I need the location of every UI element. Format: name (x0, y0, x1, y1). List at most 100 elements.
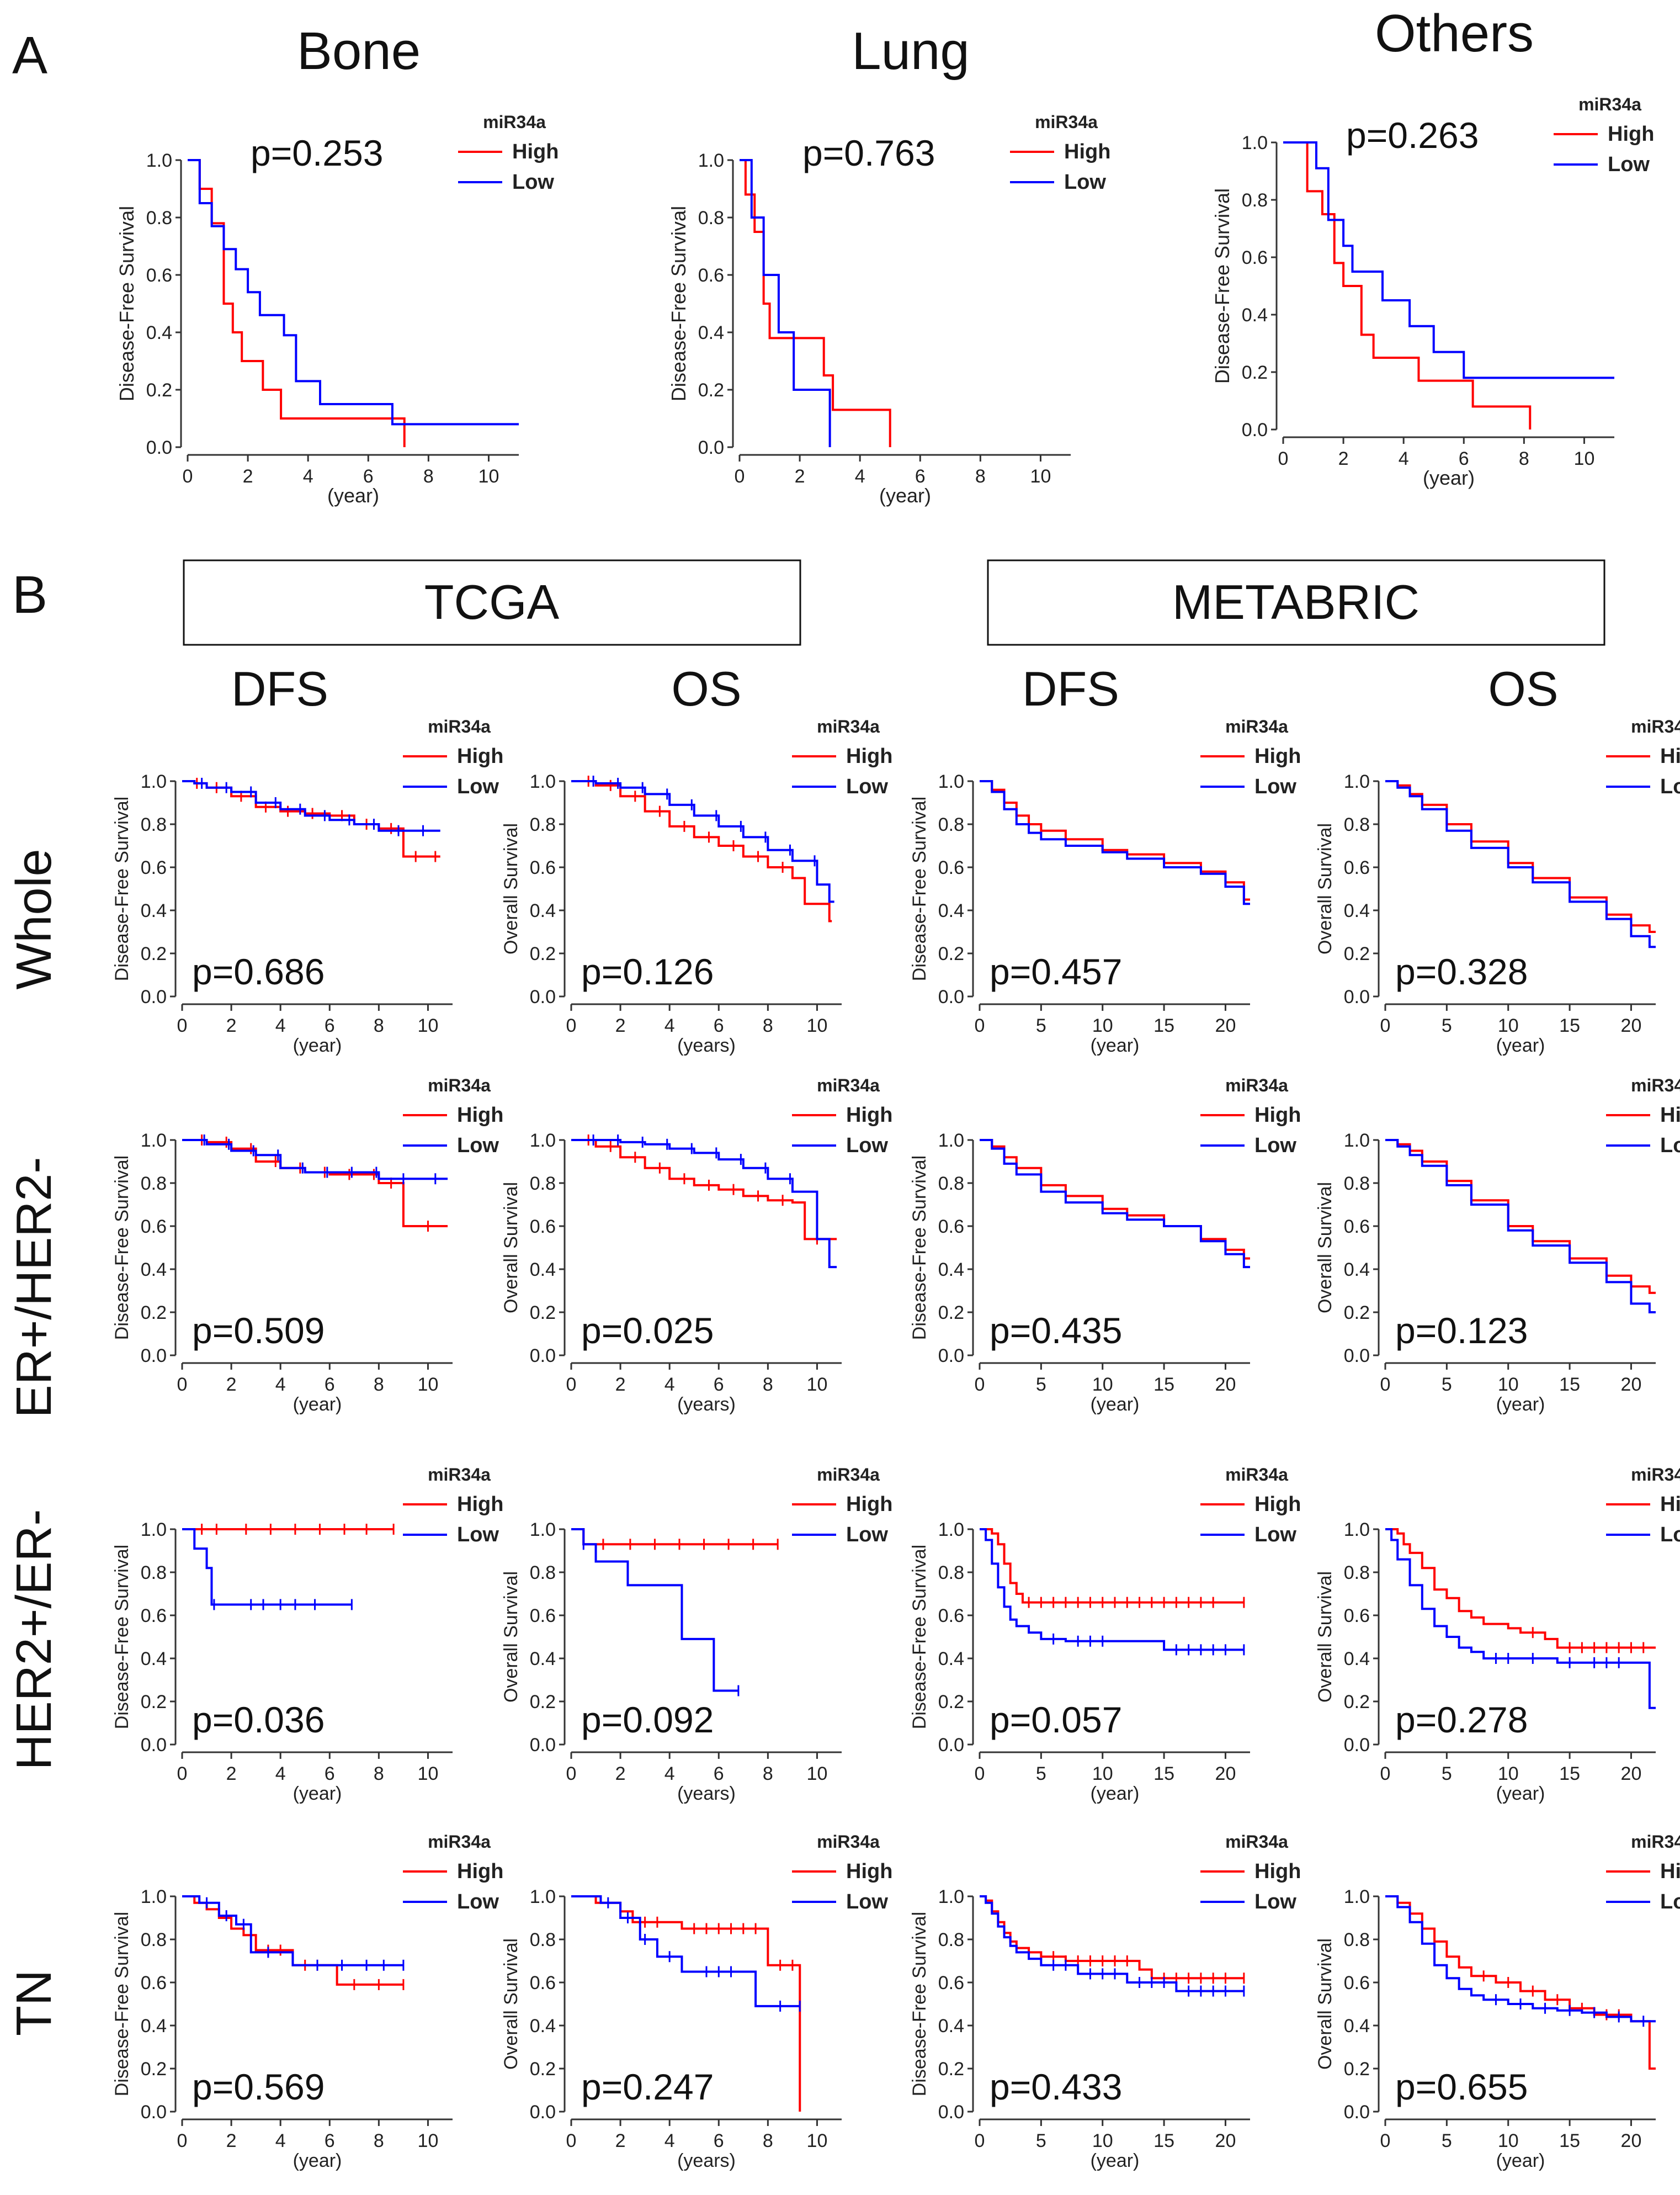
km-chart-B_Whole_TCGA_OS: 0.0 0.2 0.4 0.6 0.8 1.0 0 2 4 6 8 10 (years) Overall … (501, 717, 892, 1056)
y-axis-label: Disease-Free Survival (909, 1545, 930, 1729)
x-tick-label: 6 (325, 1374, 335, 1395)
km-curve-low (571, 1139, 837, 1269)
x-tick-label: 0 (566, 1015, 577, 1036)
x-tick-label: 2 (226, 2130, 237, 2151)
y-tick-label: 0.2 (146, 380, 172, 401)
y-tick-label: 0.4 (1344, 2016, 1370, 2037)
x-axis-label: (year) (1423, 466, 1475, 489)
km-curve-high (571, 1895, 801, 2112)
x-axis-label: (years) (677, 1035, 736, 1056)
y-tick-label: 0.6 (938, 1973, 964, 1993)
legend-title: miR34a (1225, 1075, 1288, 1095)
y-tick-label: 0.8 (1344, 1562, 1370, 1583)
y-axis-label: Overall Survival (1315, 1182, 1336, 1313)
legend-title: miR34a (817, 1832, 880, 1852)
x-tick-label: 20 (1215, 1374, 1236, 1395)
p-value: p=0.036 (192, 1699, 325, 1740)
x-tick-label: 15 (1559, 1374, 1580, 1395)
x-axis-label: (year) (1496, 1783, 1545, 1804)
x-tick-label: 15 (1153, 2130, 1174, 2151)
km-chart-A1: 0.0 0.2 0.4 0.6 0.8 1.0 0 2 4 6 8 10 (year) Disease-F… (115, 22, 559, 507)
legend-label-high: High (457, 1104, 503, 1127)
legend-label-low: Low (846, 775, 888, 798)
y-tick-label: 0.6 (141, 1973, 167, 1993)
p-value: p=0.655 (1395, 2066, 1528, 2107)
x-tick-label: 20 (1621, 1374, 1642, 1395)
km-chart-B_ERp_MB_DFS: 0.0 0.2 0.4 0.6 0.8 1.0 0 5 10 15 20 (year) Disease-… (909, 1075, 1301, 1415)
y-tick-label: 0.0 (1344, 2102, 1370, 2123)
y-tick-label: 0.4 (938, 900, 964, 921)
x-axis-label: (years) (677, 1783, 736, 1804)
km-chart-B_HER2_TCGA_OS: 0.0 0.2 0.4 0.6 0.8 1.0 0 2 4 6 8 10 (years) Overall … (501, 1465, 892, 1804)
p-value: p=0.278 (1395, 1699, 1528, 1740)
y-tick-label: 0.4 (141, 900, 167, 921)
y-tick-label: 0.4 (530, 1259, 556, 1280)
legend-label-low: Low (1660, 1523, 1680, 1546)
y-tick-label: 1.0 (938, 1130, 964, 1151)
x-tick-label: 0 (1380, 2130, 1391, 2151)
row-label-her2-pos: HER2+/ER- (7, 1509, 62, 1770)
x-axis-label: (year) (327, 484, 379, 507)
legend-label-high: High (1608, 123, 1654, 146)
km-curve-high (188, 159, 406, 447)
km-chart-B_HER2_MB_OS: 0.0 0.2 0.4 0.6 0.8 1.0 0 5 10 15 20 (year) Overall … (1315, 1465, 1680, 1804)
legend-label-low: Low (457, 1890, 499, 1913)
x-tick-label: 20 (1621, 2130, 1642, 2151)
y-tick-label: 0.8 (141, 1562, 167, 1583)
chart-title: Lung (852, 22, 970, 81)
x-tick-label: 20 (1621, 1763, 1642, 1784)
y-axis-label: Disease-Free Survival (909, 1155, 930, 1340)
x-tick-label: 6 (714, 2130, 724, 2151)
km-chart-B_Whole_MB_DFS: 0.0 0.2 0.4 0.6 0.8 1.0 0 5 10 15 20 (year) Disease-… (909, 717, 1301, 1056)
y-tick-label: 0.0 (141, 987, 167, 1008)
y-tick-label: 0.2 (530, 1692, 556, 1712)
km-curve-low (571, 780, 834, 903)
x-tick-label: 8 (763, 2130, 773, 2151)
y-axis-label: Disease-Free Survival (909, 1912, 930, 2096)
legend-title: miR34a (1225, 1465, 1288, 1484)
legend-title: miR34a (817, 1075, 880, 1095)
y-tick-label: 0.0 (530, 2102, 556, 2123)
x-tick-label: 4 (303, 466, 313, 487)
y-tick-label: 0.8 (1344, 1173, 1370, 1194)
row-label-tn: TN (7, 1970, 62, 2036)
x-tick-label: 6 (714, 1763, 724, 1784)
legend-title: miR34a (1035, 112, 1098, 132)
y-tick-label: 1.0 (1344, 771, 1370, 792)
y-tick-label: 0.8 (530, 1929, 556, 1950)
y-tick-label: 1.0 (141, 1130, 167, 1151)
x-tick-label: 10 (1498, 2130, 1519, 2151)
y-tick-label: 0.8 (146, 208, 172, 229)
x-tick-label: 4 (275, 2130, 286, 2151)
legend-label-high: High (1660, 1493, 1680, 1516)
x-tick-label: 20 (1215, 1015, 1236, 1036)
legend-label-low: Low (1254, 1523, 1296, 1546)
x-tick-label: 15 (1153, 1763, 1174, 1784)
x-axis-label: (year) (1091, 2150, 1140, 2171)
y-tick-label: 0.6 (698, 265, 724, 286)
x-tick-label: 15 (1153, 1374, 1174, 1395)
km-chart-B_Whole_MB_OS: 0.0 0.2 0.4 0.6 0.8 1.0 0 5 10 15 20 (year) Overall … (1315, 717, 1680, 1056)
y-tick-label: 1.0 (698, 150, 724, 171)
y-tick-label: 0.2 (1242, 362, 1268, 383)
metabric-label: METABRIC (1172, 575, 1420, 629)
legend-label-high: High (1660, 1104, 1680, 1127)
col-title-tcga-os: OS (671, 661, 741, 716)
y-axis-label: Disease-Free Survival (115, 206, 138, 401)
y-tick-label: 0.6 (1344, 857, 1370, 878)
y-axis-label: Overall Survival (1315, 1938, 1336, 2070)
col-title-metabric-os: OS (1488, 661, 1558, 716)
legend-label-high: High (457, 745, 503, 768)
x-tick-label: 4 (855, 466, 865, 487)
y-tick-label: 0.4 (141, 2016, 167, 2037)
km-curve-high (571, 1139, 837, 1240)
x-tick-label: 10 (479, 466, 499, 487)
legend-label-low: Low (1660, 775, 1680, 798)
y-tick-label: 1.0 (1344, 1130, 1370, 1151)
y-tick-label: 0.6 (530, 1216, 556, 1237)
y-tick-label: 0.4 (698, 322, 724, 343)
y-tick-label: 0.8 (1242, 190, 1268, 211)
y-tick-label: 0.6 (938, 1216, 964, 1237)
y-tick-label: 1.0 (1344, 1519, 1370, 1540)
